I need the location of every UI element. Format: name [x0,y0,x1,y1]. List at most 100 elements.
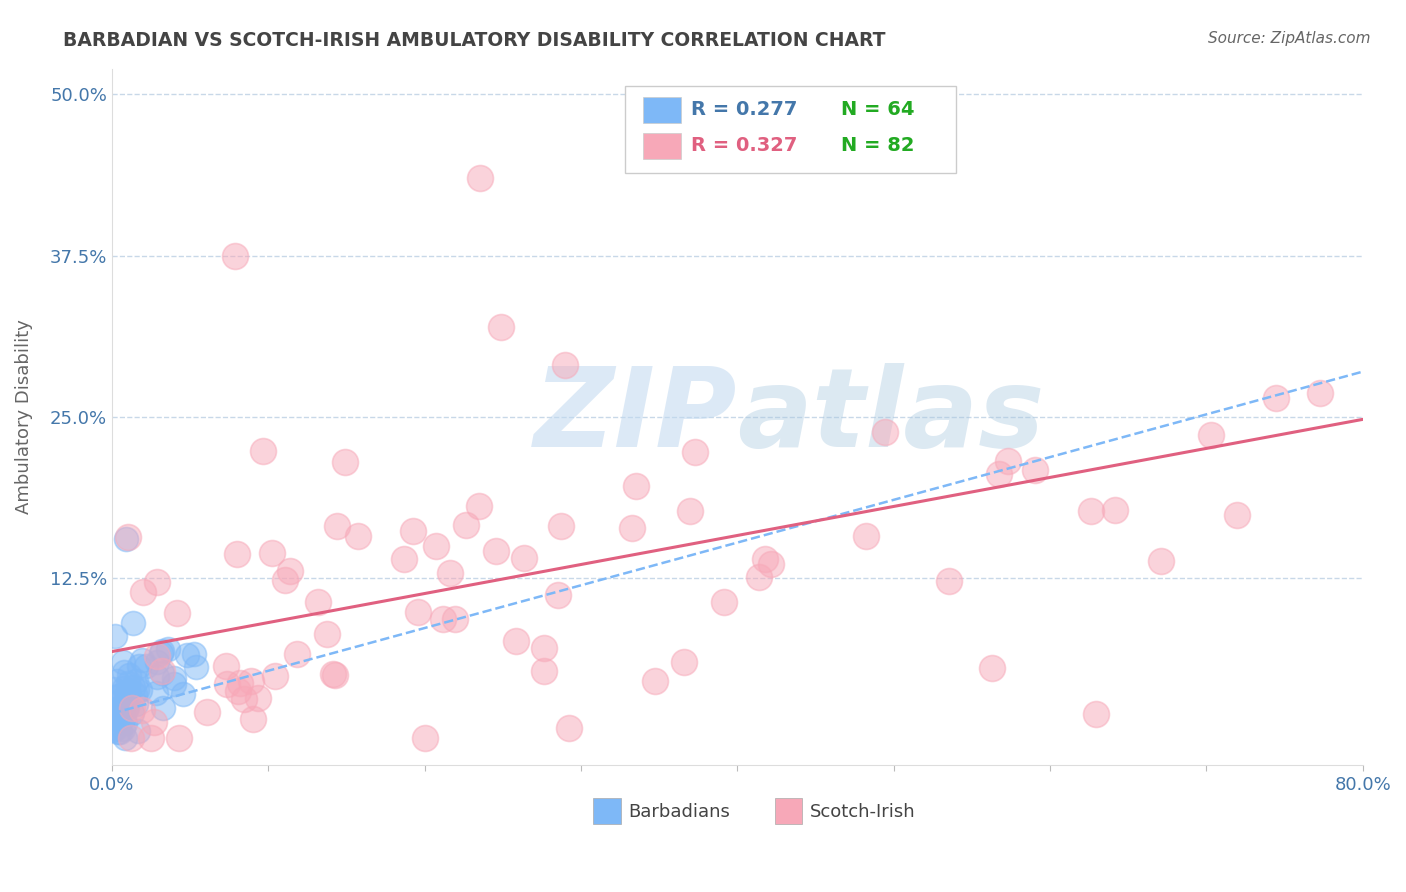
Point [547,588,569,602]
Point [550,519,572,533]
Point [107,690,129,704]
Point [252,444,274,458]
Point [981,661,1004,675]
Point [131,653,153,667]
Point [1309,386,1331,401]
Point [121,706,143,721]
Point [127,682,149,697]
Point [114,701,136,715]
Point [678,504,700,518]
Point [166,606,188,620]
Point [875,425,897,439]
Point [242,712,264,726]
Point [110,702,132,716]
Y-axis label: Ambulatory Disability: Ambulatory Disability [15,319,32,515]
Point [146,655,169,669]
Point [108,725,131,739]
Point [112,665,135,680]
Point [533,664,555,678]
Point [392,552,415,566]
Point [105,709,128,723]
Point [103,704,125,718]
Point [145,686,167,700]
Point [408,605,430,619]
Text: Scotch-Irish: Scotch-Irish [810,803,915,821]
Point [146,648,169,663]
Point [169,731,191,745]
Point [150,644,173,658]
Point [108,689,131,703]
Point [112,710,135,724]
Point [533,640,555,655]
Point [105,674,128,689]
Point [468,499,491,513]
Point [425,539,447,553]
Text: Barbadians: Barbadians [628,803,730,821]
Point [713,595,735,609]
Point [114,731,136,745]
Point [673,655,696,669]
Point [110,706,132,721]
Point [121,680,143,694]
Point [323,667,346,681]
Point [184,660,207,674]
Point [111,702,134,716]
Point [1149,554,1171,568]
Text: N = 64: N = 64 [841,100,914,120]
Point [554,358,576,372]
Text: atlas: atlas [737,363,1045,470]
Point [402,524,425,539]
Point [333,455,356,469]
Point [620,521,643,535]
Point [128,658,150,673]
Point [105,696,128,710]
Point [215,659,238,673]
Point [439,566,461,581]
Point [468,171,491,186]
Point [103,629,125,643]
Point [115,700,138,714]
Point [557,721,579,735]
Point [127,723,149,738]
Point [308,595,330,609]
Point [152,701,174,715]
Point [150,646,173,660]
Point [118,668,141,682]
Point [491,319,513,334]
Point [114,716,136,731]
Point [135,658,157,673]
Point [163,671,186,685]
Point [1080,504,1102,518]
Text: BARBADIAN VS SCOTCH-IRISH AMBULATORY DISABILITY CORRELATION CHART: BARBADIAN VS SCOTCH-IRISH AMBULATORY DIS… [63,31,886,50]
Point [347,529,370,543]
Point [150,664,173,678]
Point [754,552,776,566]
Point [1104,502,1126,516]
Point [215,677,238,691]
Point [173,687,195,701]
Point [125,697,148,711]
Point [1264,391,1286,405]
Point [285,647,308,661]
Point [107,725,129,739]
Point [748,570,770,584]
Point [444,612,467,626]
Point [624,479,647,493]
FancyBboxPatch shape [775,797,803,824]
Point [139,731,162,745]
Point [104,721,127,735]
Point [117,530,139,544]
Point [108,702,131,716]
Point [997,454,1019,468]
Point [103,682,125,697]
Point [855,529,877,543]
FancyBboxPatch shape [644,133,681,159]
Point [110,708,132,723]
Point [228,676,250,690]
Point [232,691,254,706]
Point [225,547,247,561]
Point [101,723,124,737]
Point [150,665,173,680]
FancyBboxPatch shape [644,97,681,123]
Point [987,467,1010,481]
